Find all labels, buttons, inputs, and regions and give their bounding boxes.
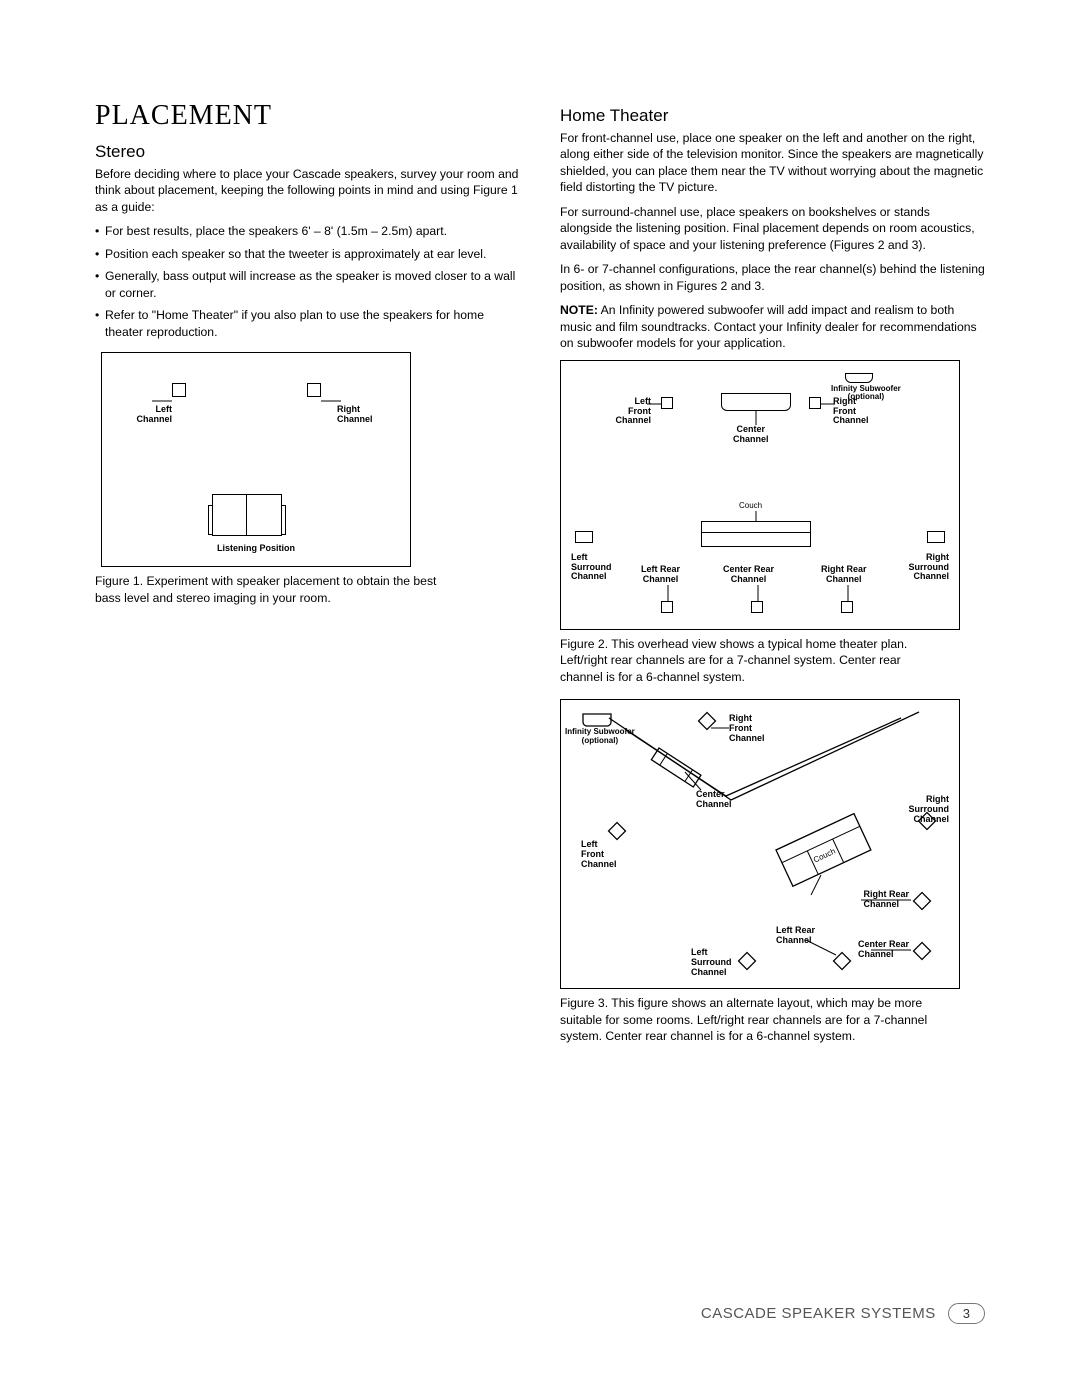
- figure-3: Couch Infinity Subwoofer (optional) Righ…: [560, 699, 960, 989]
- fig1-right-label: Right Channel: [337, 405, 397, 425]
- stereo-heading: Stereo: [95, 142, 520, 162]
- fig2-cr: Center Rear Channel: [723, 565, 774, 585]
- figure-2: Center Channel Infinity Subwoofer (optio…: [560, 360, 960, 630]
- fig2-caption: Figure 2. This overhead view shows a typ…: [560, 636, 940, 685]
- fig2-cr-icon: [751, 601, 763, 613]
- fig3-rs: Right Surround Channel: [909, 795, 950, 825]
- fig1-listening-label: Listening Position: [102, 544, 410, 554]
- stereo-bullets: For best results, place the speakers 6' …: [95, 223, 520, 340]
- fig2-rr: Right Rear Channel: [821, 565, 867, 585]
- fig3-cr: Center Rear Channel: [858, 940, 909, 960]
- fig1-left-label: Left Channel: [112, 405, 172, 425]
- fig2-ls-icon: [575, 531, 593, 543]
- tv-icon: [721, 393, 791, 411]
- home-note: NOTE: An Infinity powered subwoofer will…: [560, 302, 985, 351]
- page-footer: CASCADE SPEAKER SYSTEMS 3: [701, 1303, 985, 1324]
- stereo-intro: Before deciding where to place your Casc…: [95, 166, 520, 215]
- fig1-caption: Figure 1. Experiment with speaker placem…: [95, 573, 455, 606]
- fig2-lf-icon: [661, 397, 673, 409]
- fig2-rr-icon: [841, 601, 853, 613]
- fig2-couch: Couch: [739, 502, 762, 511]
- note-label: NOTE:: [560, 303, 598, 317]
- fig2-ls: Left Surround Channel: [571, 553, 612, 583]
- fig3-center: Center Channel: [696, 790, 732, 810]
- listening-box-icon: [212, 494, 282, 536]
- bullet-2: Position each speaker so that the tweete…: [95, 246, 520, 262]
- fig2-rf: Right Front Channel: [833, 397, 869, 427]
- sub-icon: [845, 373, 873, 383]
- note-text: An Infinity powered subwoofer will add i…: [560, 303, 977, 350]
- bullet-3: Generally, bass output will increase as …: [95, 268, 520, 301]
- fig3-caption: Figure 3. This figure shows an alternate…: [560, 995, 950, 1044]
- home-p2: For surround-channel use, place speakers…: [560, 204, 985, 253]
- page-number: 3: [948, 1303, 985, 1324]
- bullet-4: Refer to "Home Theater" if you also plan…: [95, 307, 520, 340]
- fig3-ls: Left Surround Channel: [691, 948, 732, 978]
- fig2-rs: Right Surround Channel: [909, 553, 950, 583]
- page-title: PLACEMENT: [95, 100, 520, 132]
- right-column: Home Theater For front-channel use, plac…: [560, 100, 985, 1058]
- right-speaker-icon: [307, 383, 321, 397]
- couch-icon: [701, 521, 811, 547]
- footer-text: CASCADE SPEAKER SYSTEMS: [701, 1305, 936, 1322]
- left-column: PLACEMENT Stereo Before deciding where t…: [95, 100, 520, 1058]
- home-p3: In 6- or 7-channel configurations, place…: [560, 261, 985, 294]
- figure-1: Left Channel Right Channel Listening Pos…: [101, 352, 411, 567]
- bullet-1: For best results, place the speakers 6' …: [95, 223, 520, 239]
- home-p1: For front-channel use, place one speaker…: [560, 130, 985, 196]
- svg-text:Couch: Couch: [812, 847, 837, 865]
- fig3-rr: Right Rear Channel: [863, 890, 909, 910]
- left-speaker-icon: [172, 383, 186, 397]
- fig3-lr: Left Rear Channel: [776, 926, 815, 946]
- fig3-sub: Infinity Subwoofer (optional): [565, 728, 635, 746]
- fig2-lf: Left Front Channel: [601, 397, 651, 427]
- fig2-rf-icon: [809, 397, 821, 409]
- fig3-lf: Left Front Channel: [581, 840, 617, 870]
- fig2-rs-icon: [927, 531, 945, 543]
- fig2-center: Center Channel: [733, 425, 769, 445]
- home-heading: Home Theater: [560, 106, 985, 126]
- fig3-rf: Right Front Channel: [729, 714, 765, 744]
- fig2-lr-icon: [661, 601, 673, 613]
- fig2-lr: Left Rear Channel: [641, 565, 680, 585]
